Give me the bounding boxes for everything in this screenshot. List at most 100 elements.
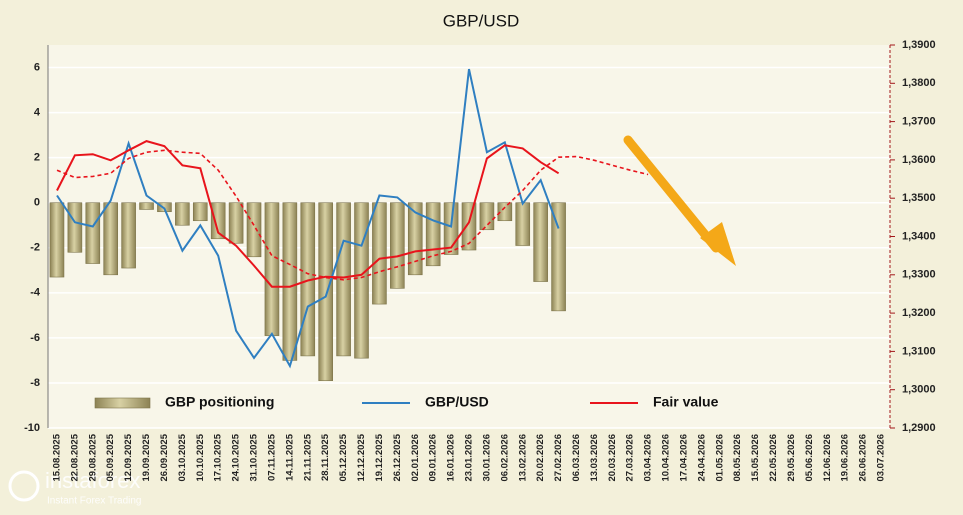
- x-tick-label: 27.03.2026: [625, 434, 636, 482]
- x-tick-label: 19.09.2025: [141, 433, 152, 481]
- bar: [479, 202, 495, 231]
- y-tick-label: -8: [30, 377, 40, 389]
- x-tick-label: 17.04.2026: [678, 434, 689, 482]
- x-tick-label: 07.11.2025: [266, 433, 277, 481]
- x-tick-label: 31.10.2025: [249, 433, 260, 481]
- legend-label: GBP positioning: [165, 394, 274, 410]
- bar: [318, 202, 333, 381]
- bar: [533, 202, 548, 282]
- x-tick-label: 12.09.2025: [123, 433, 134, 481]
- bar: [282, 202, 298, 361]
- x-tick-label: 20.02.2026: [535, 434, 546, 482]
- bar: [390, 202, 405, 289]
- x-tick-label: 26.09.2025: [159, 433, 170, 481]
- x-tick-label: 19.12.2025: [374, 433, 385, 481]
- x-tick-label: 21.11.2025: [302, 433, 313, 481]
- bar: [497, 202, 513, 222]
- x-tick-label: 10.04.2026: [661, 434, 672, 482]
- x-tick-label: 29.05.2026: [786, 434, 797, 482]
- y2-tick-label: 1,3000: [902, 384, 936, 396]
- x-tick-label: 29.08.2025: [87, 433, 98, 481]
- y-tick-label: 4: [34, 106, 41, 118]
- bar: [192, 202, 208, 222]
- x-tick-label: 17.10.2025: [213, 433, 224, 481]
- legend-swatch: [94, 397, 151, 409]
- y-tick-label: 2: [34, 152, 40, 164]
- bar: [103, 202, 119, 276]
- bar: [121, 202, 136, 269]
- trend-arrow-head: [700, 222, 736, 266]
- x-tick-label: 01.05.2026: [714, 434, 725, 482]
- x-tick-label: 22.05.2026: [768, 434, 779, 482]
- y2-tick-label: 1,3400: [902, 230, 936, 242]
- x-tick-label: 24.04.2026: [696, 434, 707, 482]
- x-tick-label: 14.11.2025: [284, 433, 295, 481]
- x-tick-label: 02.01.2026: [410, 434, 421, 482]
- x-tick-label: 08.05.2026: [732, 434, 743, 482]
- bar: [85, 202, 101, 264]
- y2-tick-label: 1,3300: [902, 269, 936, 281]
- bar: [425, 202, 441, 267]
- bar: [407, 202, 423, 276]
- x-tick-label: 12.12.2025: [356, 433, 367, 481]
- watermark: instaforex Instant Forex Trading: [8, 468, 142, 507]
- x-tick-label: 19.06.2026: [840, 434, 851, 482]
- bar: [228, 202, 244, 244]
- bar: [67, 202, 83, 253]
- y2-tick-label: 1,3900: [902, 39, 936, 51]
- x-tick-label: 12.06.2026: [822, 434, 833, 482]
- chart-title: GBP/USD: [443, 11, 520, 30]
- x-tick-label: 09.01.2026: [428, 434, 439, 482]
- x-tick-label: 23.01.2026: [464, 434, 475, 482]
- y-tick-label: 6: [34, 61, 40, 73]
- line: [56, 140, 560, 288]
- bar: [210, 202, 226, 240]
- x-tick-label: 26.06.2026: [858, 434, 869, 482]
- x-tick-label: 03.10.2025: [177, 433, 188, 481]
- bar: [551, 202, 566, 312]
- x-tick-label: 05.12.2025: [338, 433, 349, 481]
- bar: [515, 202, 531, 246]
- x-tick-label: 06.02.2026: [499, 434, 510, 482]
- x-tick-label: 05.06.2026: [804, 434, 815, 482]
- bar: [157, 202, 172, 213]
- y2-tick-label: 1,3200: [902, 307, 936, 319]
- y-tick-label: -10: [24, 422, 40, 434]
- x-tick-label: 15.05.2026: [750, 434, 761, 482]
- x-tick-label: 20.03.2026: [607, 434, 618, 482]
- x-tick-label: 03.04.2026: [643, 434, 654, 482]
- y2-tick-label: 1,3600: [902, 154, 936, 166]
- watermark-tagline: Instant Forex Trading: [47, 496, 142, 507]
- x-tick-label: 15.08.2025: [51, 433, 62, 481]
- x-tick-label: 06.03.2026: [571, 434, 582, 482]
- x-tick-label: 24.10.2025: [231, 433, 242, 481]
- y-tick-label: -4: [30, 287, 41, 299]
- x-tick-label: 03.07.2026: [876, 434, 887, 482]
- y2-tick-label: 1,3800: [902, 77, 936, 89]
- x-tick-label: 13.02.2026: [517, 434, 528, 482]
- x-tick-label: 05.09.2025: [105, 433, 116, 481]
- x-tick-label: 22.08.2025: [69, 433, 80, 481]
- y2-tick-label: 1,2900: [902, 422, 936, 434]
- x-tick-label: 13.03.2026: [589, 434, 600, 482]
- line: [56, 68, 560, 369]
- x-tick-label: 16.01.2026: [446, 434, 457, 482]
- bar: [175, 202, 190, 226]
- y2-tick-label: 1,3700: [902, 116, 936, 128]
- x-tick-label: 10.10.2025: [195, 433, 206, 481]
- legend-label: Fair value: [653, 394, 719, 410]
- bar: [49, 202, 65, 278]
- bar: [264, 202, 280, 336]
- y2-tick-label: 1,3500: [902, 192, 936, 204]
- y-tick-label: 0: [34, 197, 40, 209]
- trend-arrow: [623, 135, 721, 253]
- watermark-logo: [8, 470, 40, 502]
- x-tick-label: 30.01.2026: [481, 434, 492, 482]
- bar: [246, 202, 262, 258]
- bar: [139, 202, 154, 210]
- watermark-brand: instaforex: [45, 468, 140, 493]
- y-tick-label: -2: [30, 242, 40, 254]
- y2-tick-label: 1,3100: [902, 345, 936, 357]
- x-tick-label: 26.12.2025: [392, 433, 403, 481]
